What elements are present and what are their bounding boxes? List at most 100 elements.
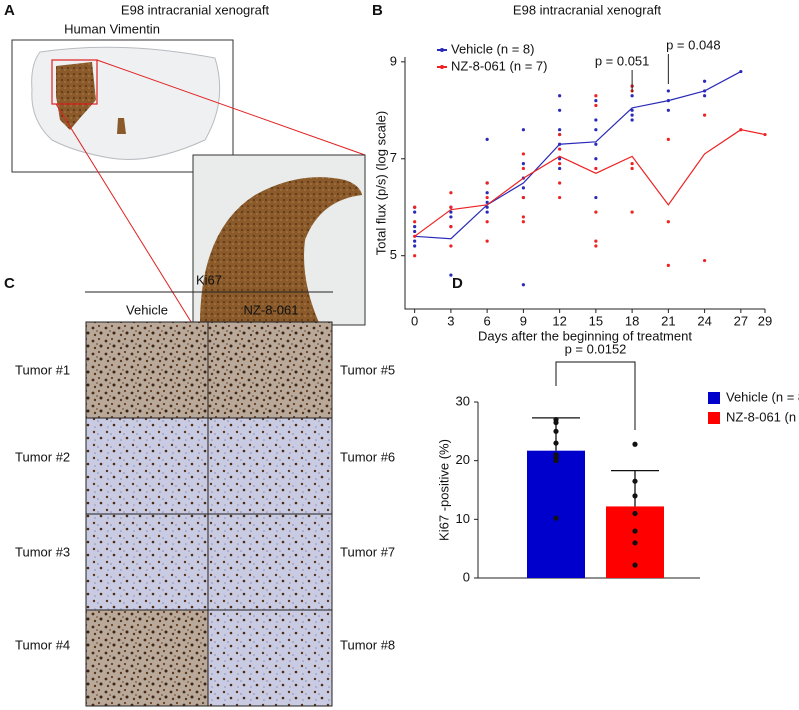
y-tick-label: 0 [463,569,470,584]
legend-label: NZ-8-061 (n = 7) [726,409,799,424]
panel-label: C [4,275,15,292]
row-label: Tumor #5 [340,362,395,377]
series-line [414,71,742,240]
data-point [702,258,707,263]
legend-label: Vehicle (n = 8) [451,41,534,56]
x-tick-label: 6 [484,313,491,328]
x-tick-label: 29 [758,313,772,328]
data-point [632,493,638,499]
data-point [632,528,638,534]
legend-label: NZ-8-061 (n = 7) [451,58,547,73]
data-point [521,220,525,224]
row-label: Tumor #8 [340,637,395,652]
data-point [553,515,559,521]
y-axis-label: Ki67 -positive (%) [436,439,451,541]
data-point [632,540,638,546]
significance-bracket [555,361,636,430]
data-point [485,220,489,224]
data-point [558,132,562,137]
data-point [413,220,417,224]
y-tick-label: 20 [456,452,470,467]
data-point [485,205,489,209]
data-point [413,239,417,243]
data-point [558,166,562,171]
data-point [485,200,489,204]
data-point [594,239,598,243]
data-point [553,419,559,426]
data-point [449,273,453,277]
data-point [594,166,598,171]
brain-section-image [11,39,366,326]
x-axis-label: Days after the beginning of treatment [478,328,692,343]
data-point [630,118,634,122]
data-point [702,113,707,117]
data-point [594,99,598,103]
stain-label: Ki67 [196,272,222,287]
data-point [521,166,525,171]
panel-label: B [372,2,383,19]
data-point [413,205,417,209]
data-point [558,162,562,166]
y-tick-label: 10 [456,511,470,526]
data-point [558,147,562,151]
data-point [521,128,525,132]
data-point [594,142,598,146]
data-point [449,191,453,195]
annotation: p = 0.048 [666,37,721,52]
data-point [521,195,525,200]
data-point [485,195,489,200]
data-point [558,108,562,112]
data-point [449,215,453,219]
data-point [558,157,562,161]
data-point [485,239,489,243]
data-point [594,128,598,132]
x-tick-label: 3 [447,313,454,328]
bar [527,450,585,578]
stain-label: Human Vimentin [64,21,160,36]
x-tick-label: 12 [552,313,566,328]
x-tick-label: 15 [589,313,603,328]
y-tick-label: 7 [390,150,397,165]
row-label: Tumor #7 [340,544,395,559]
row-label: Tumor #4 [15,637,70,652]
y-tick-label: 30 [456,393,470,408]
panel-label: A [4,2,15,19]
data-point [630,94,634,98]
data-point [630,162,634,166]
data-point [702,94,707,98]
data-point [413,244,417,248]
data-point [413,225,417,229]
x-tick-label: 21 [661,313,675,328]
data-point [558,94,562,98]
row-label: Tumor #1 [15,362,70,377]
data-point [521,186,525,190]
panel-title: E98 intracranial xenograft [121,2,270,17]
axis [404,57,765,310]
x-tick-label: 18 [625,313,639,328]
data-point [449,205,453,209]
data-point [558,128,562,132]
data-point [594,157,598,161]
data-point [594,118,598,122]
row-label: Tumor #3 [15,544,70,559]
data-point [702,79,707,83]
data-point [632,510,638,517]
data-point [630,113,634,117]
data-point [413,229,417,234]
data-point [553,458,559,464]
data-point [558,181,562,185]
y-tick-label: 9 [390,53,397,68]
data-point [449,225,453,229]
zoom-inset-image [192,154,366,326]
data-point [413,210,417,214]
legend-swatch [440,48,444,52]
x-tick-label: 9 [520,313,527,328]
data-point [558,195,562,200]
column-label: Vehicle [126,302,168,317]
data-point [632,441,638,447]
data-point [594,94,598,98]
annotation: p = 0.051 [595,53,650,68]
data-point [630,108,634,112]
legend-swatch [440,65,444,69]
